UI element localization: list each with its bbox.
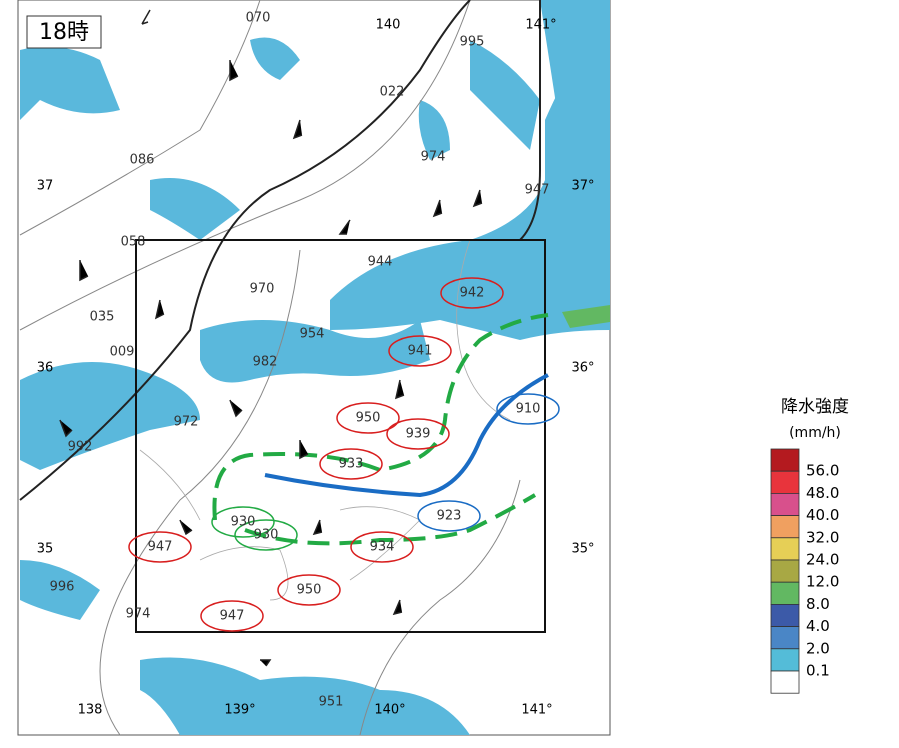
- legend-title: 降水強度: [781, 397, 849, 417]
- lat-label: 37°: [571, 179, 594, 194]
- precipitation-strong: [562, 305, 610, 328]
- front-lines: [19, 0, 541, 501]
- station-label: 930: [254, 528, 279, 543]
- station-label: 009: [110, 345, 135, 360]
- station-label: 970: [250, 282, 275, 297]
- legend-swatch: [770, 581, 800, 605]
- station-label: 982: [253, 355, 278, 370]
- station-label: 996: [50, 580, 75, 595]
- station-circle: [388, 335, 452, 367]
- lon-label: 140°: [374, 703, 405, 718]
- legend-label: 8.0: [806, 595, 830, 613]
- time-box: [26, 15, 102, 49]
- station-label: 972: [174, 415, 199, 430]
- station-label: 086: [130, 153, 155, 168]
- station-label: 923: [437, 509, 462, 524]
- station-circle: [200, 600, 264, 632]
- legend-label: 24.0: [806, 551, 839, 569]
- legend-swatch: [770, 470, 800, 494]
- station-circle: [319, 448, 383, 480]
- station-label: 950: [297, 583, 322, 598]
- legend-label: 56.0: [806, 462, 839, 480]
- focus-box: [135, 239, 546, 633]
- station-label: 934: [370, 540, 395, 555]
- station-label: 951: [319, 695, 344, 710]
- lon-label: 138: [78, 703, 103, 718]
- station-circle: [211, 506, 275, 538]
- station-label: 939: [406, 427, 431, 442]
- lon-label: 141°: [525, 18, 556, 33]
- legend-swatch: [770, 492, 800, 516]
- station-label: 058: [121, 235, 146, 250]
- station-label: 022: [380, 85, 405, 100]
- legend-swatch: [770, 559, 800, 583]
- lon-label: 140: [376, 18, 401, 33]
- station-circle: [128, 531, 192, 563]
- station-circle: [350, 531, 414, 563]
- legend-swatch: [770, 626, 800, 650]
- legend-swatch: [770, 670, 800, 694]
- legend-label: 0.1: [806, 662, 830, 680]
- station-label: 974: [126, 607, 151, 622]
- station-circle: [496, 393, 560, 425]
- station-circle: [386, 418, 450, 450]
- lat-label: 36°: [571, 361, 594, 376]
- legend-swatch: [770, 604, 800, 628]
- station-circles: [128, 277, 560, 632]
- station-label: 974: [421, 150, 446, 165]
- station-circle: [417, 500, 481, 532]
- station-label: 942: [460, 286, 485, 301]
- station-label: 947: [525, 183, 550, 198]
- station-label: 933: [339, 457, 364, 472]
- lat-label: 35: [37, 542, 54, 557]
- legend-label: 32.0: [806, 528, 839, 546]
- station-label: 070: [246, 11, 271, 26]
- station-circle: [440, 277, 504, 309]
- legend-label: 2.0: [806, 639, 830, 657]
- legend-label: 4.0: [806, 617, 830, 635]
- legend-label: 48.0: [806, 484, 839, 502]
- coastlines: [139, 239, 511, 601]
- legend-label: 12.0: [806, 573, 839, 591]
- station-label: 950: [356, 411, 381, 426]
- legend-unit: (mm/h): [789, 425, 841, 441]
- wind-barbs: [59, 9, 483, 667]
- convergence-line: [264, 373, 549, 498]
- shear-lines: [212, 313, 549, 546]
- station-label: 944: [368, 255, 393, 270]
- lat-label: 36: [37, 361, 54, 376]
- lat-label: 37: [37, 179, 54, 194]
- station-circle: [277, 574, 341, 606]
- station-label: 947: [220, 609, 245, 624]
- legend-swatch: [770, 448, 800, 472]
- legend-label: 40.0: [806, 506, 839, 524]
- lon-label: 139°: [224, 703, 255, 718]
- station-circle: [336, 402, 400, 434]
- station-label: 930: [231, 515, 256, 530]
- station-label: 995: [460, 35, 485, 50]
- station-label: 035: [90, 310, 115, 325]
- isobars: [19, 0, 521, 736]
- time-label: 18時: [39, 20, 89, 45]
- station-label: 947: [148, 540, 173, 555]
- precipitation: [20, 0, 610, 735]
- legend-swatch: [770, 515, 800, 539]
- lon-label: 141°: [521, 703, 552, 718]
- lat-label: 35°: [571, 542, 594, 557]
- station-label: 910: [516, 402, 541, 417]
- legend-swatch: [770, 537, 800, 561]
- station-label: 992: [68, 440, 93, 455]
- station-label: 941: [408, 344, 433, 359]
- station-circle: [234, 519, 298, 551]
- legend-swatch: [770, 648, 800, 672]
- station-label: 954: [300, 327, 325, 342]
